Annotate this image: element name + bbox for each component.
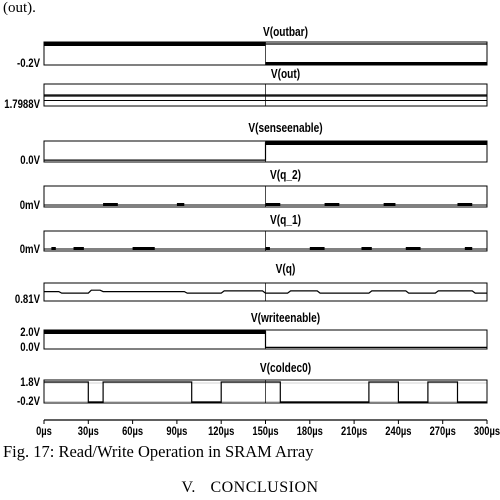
y-tick-label-v-writeenable: 2.0V [20,326,40,339]
waveform-v-q [44,289,487,294]
y-tick-label-v-coldec0: 1.8V [20,376,40,389]
section-heading: V. CONCLUSION [0,478,500,498]
panel-title-v-writeenable: V(writeenable) [251,311,320,325]
pulse-v-q-1 [265,247,270,250]
panel-title-v-coldec0: V(coldec0) [260,361,311,375]
x-tick-label: 120µs [208,425,234,438]
y-tick-label-v-coldec0: -0.2V [17,395,41,408]
waveform-v-coldec0 [44,381,487,403]
panel-title-v-outbar: V(outbar) [263,25,308,39]
lead-text: (out). [3,0,36,16]
y-tick-label-v-q-2: 0mV [20,199,41,212]
pulse-v-q-2 [324,203,340,206]
pulse-v-q-2 [383,203,396,206]
figure-caption: Fig. 17: Read/Write Operation in SRAM Ar… [3,442,314,461]
pulse-v-q-1 [73,247,84,250]
x-tick-label: 270µs [430,425,456,438]
section-title: CONCLUSION [210,479,319,496]
x-tick-label: 180µs [297,425,323,438]
panel-title-v-out: V(out) [271,67,300,81]
panel-title-v-senseenable: V(senseenable) [248,121,322,135]
panel-title-v-q-2: V(q_2) [270,168,301,182]
pulse-v-q-1 [361,247,372,250]
pulse-v-q-1 [309,247,325,250]
x-tick-label: 60µs [122,425,143,438]
pulse-v-q-2 [265,203,281,206]
y-tick-label-v-out: 1.7988V [4,98,40,111]
panel-title-v-q: V(q) [276,262,296,276]
pulse-v-q-2 [103,203,118,206]
x-tick-label: 30µs [78,425,99,438]
y-tick-label-v-outbar: -0.2V [17,57,41,70]
pulse-v-q-1 [132,247,155,250]
y-tick-label-v-senseenable: 0.0V [20,154,40,167]
pulse-v-q-1 [405,247,421,250]
waveform-plot: V(outbar) -0.2V V(out) 1.7988V V(senseenable… [4,25,500,438]
x-tick-label: 240µs [385,425,411,438]
pulse-v-q-2 [176,203,185,206]
x-tick-label: 90µs [166,425,187,438]
pulse-v-q-1 [464,247,473,250]
pulse-v-q-1 [51,247,56,250]
x-tick-label: 0µs [36,425,52,438]
y-tick-label-v-q-1: 0mV [20,243,41,256]
y-tick-label-v-writeenable: 0.0V [20,341,40,354]
y-tick-label-v-q: 0.81V [15,293,41,306]
section-number: V. [181,479,196,496]
x-tick-label: 150µs [252,425,278,438]
x-tick-label: 300µs [474,425,500,438]
panel-title-v-q-1: V(q_1) [270,213,301,227]
x-tick-label: 210µs [341,425,367,438]
pulse-v-q-2 [457,203,473,206]
